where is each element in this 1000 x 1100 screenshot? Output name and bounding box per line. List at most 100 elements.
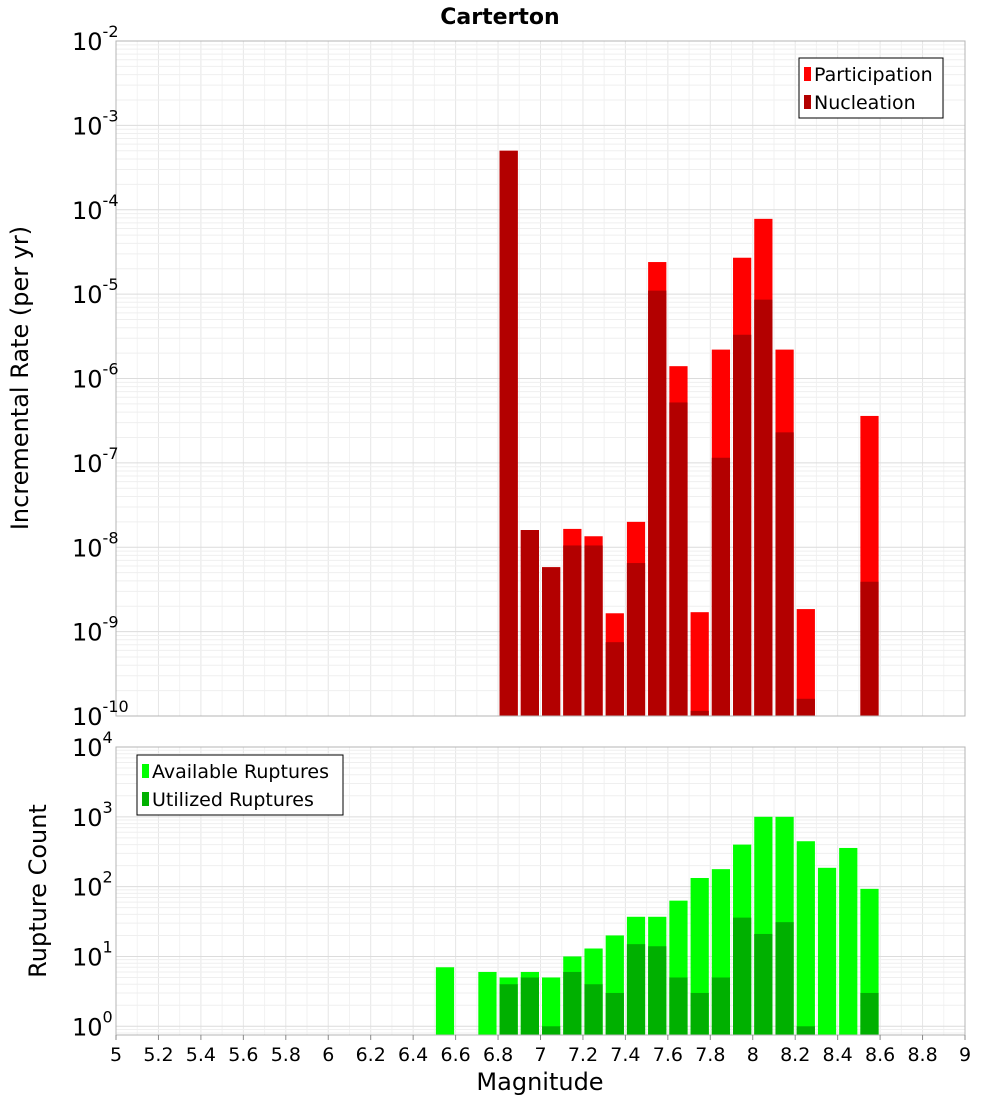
bar-nucleation bbox=[754, 299, 773, 716]
count-bars bbox=[435, 816, 879, 1035]
x-tick-label: 5.2 bbox=[143, 1044, 173, 1066]
bar-nucleation bbox=[605, 642, 624, 716]
legend-box bbox=[136, 754, 344, 816]
legend-label: Nucleation bbox=[814, 92, 916, 114]
chart-title: Carterton bbox=[440, 5, 559, 30]
y-tick-label: 10-5 bbox=[72, 275, 119, 309]
bar-utilized-ruptures bbox=[542, 1026, 561, 1035]
x-tick-label: 8.4 bbox=[823, 1044, 853, 1066]
y-tick-label: 10-3 bbox=[72, 106, 119, 140]
bar-utilized-ruptures bbox=[648, 946, 667, 1035]
x-tick-label: 5 bbox=[110, 1044, 122, 1066]
x-tick-label: 6.6 bbox=[440, 1044, 470, 1066]
x-tick-label: 7 bbox=[534, 1044, 546, 1066]
x-tick-label: 6.2 bbox=[356, 1044, 386, 1066]
rate-legend: Participation Nucleation bbox=[798, 57, 944, 119]
x-tick-label: 6.4 bbox=[398, 1044, 428, 1066]
bar-nucleation bbox=[860, 581, 879, 716]
bar-nucleation bbox=[669, 402, 688, 716]
x-tick-label: 8 bbox=[747, 1044, 759, 1066]
x-axis-label: Magnitude bbox=[476, 1068, 603, 1096]
count-legend: Available Ruptures Utilized Ruptures bbox=[136, 754, 344, 816]
y-tick-label: 10-10 bbox=[72, 697, 129, 731]
bar-participation bbox=[796, 609, 815, 716]
bar-nucleation bbox=[775, 432, 794, 716]
x-tick-label: 8.2 bbox=[780, 1044, 810, 1066]
x-tick-label: 6 bbox=[322, 1044, 334, 1066]
x-tick-label: 6.8 bbox=[483, 1044, 513, 1066]
bar-utilized-ruptures bbox=[754, 933, 773, 1035]
x-tick-label: 5.6 bbox=[228, 1044, 258, 1066]
y-tick-label: 101 bbox=[72, 937, 113, 971]
bar-nucleation bbox=[733, 334, 752, 716]
y-tick-label: 102 bbox=[72, 868, 113, 902]
y-tick-label: 10-8 bbox=[72, 528, 119, 562]
rate-panel: 10-2 10-3 10-4 10-5 10-6 10-7 10-8 10-9 10-10 In… bbox=[6, 22, 966, 731]
x-tick-label: 5.4 bbox=[186, 1044, 216, 1066]
x-tick-label: 9 bbox=[959, 1044, 971, 1066]
bar-utilized-ruptures bbox=[626, 944, 646, 1035]
bar-nucleation bbox=[542, 567, 561, 716]
y-tick-label: 104 bbox=[72, 728, 113, 762]
bar-nucleation bbox=[648, 290, 667, 716]
legend-swatch bbox=[804, 67, 811, 81]
y-tick-label: 10-9 bbox=[72, 613, 119, 647]
bar-utilized-ruptures bbox=[669, 977, 688, 1035]
bar-nucleation bbox=[563, 545, 582, 716]
bar-available-ruptures bbox=[839, 847, 858, 1035]
x-tick-label: 7.6 bbox=[653, 1044, 683, 1066]
bar-nucleation bbox=[690, 710, 709, 716]
y-tick-label: 10-7 bbox=[72, 444, 119, 478]
bar-utilized-ruptures bbox=[605, 992, 624, 1035]
bar-nucleation bbox=[796, 698, 815, 716]
x-ticks: 5 5.2 5.4 5.6 5.8 6 6.2 6.4 6.6 6.8 7 7.2 7.4 7.6 7.8 8… bbox=[110, 1035, 971, 1066]
count-grid bbox=[116, 747, 965, 1035]
legend-swatch bbox=[804, 95, 811, 109]
legend-label: Utilized Ruptures bbox=[152, 789, 314, 811]
bar-utilized-ruptures bbox=[520, 977, 539, 1035]
bar-nucleation bbox=[520, 530, 539, 716]
bar-utilized-ruptures bbox=[584, 984, 603, 1035]
bar-utilized-ruptures bbox=[563, 971, 582, 1035]
bar-available-ruptures bbox=[542, 977, 561, 1035]
x-tick-label: 7.4 bbox=[610, 1044, 640, 1066]
y-tick-label: 10-4 bbox=[72, 191, 119, 225]
bar-available-ruptures bbox=[435, 967, 455, 1035]
legend-label: Available Ruptures bbox=[152, 761, 329, 783]
x-tick-label: 7.2 bbox=[568, 1044, 598, 1066]
rate-y-ticks: 10-2 10-3 10-4 10-5 10-6 10-7 10-8 10-9 10-10 bbox=[72, 22, 129, 731]
bar-nucleation bbox=[499, 150, 518, 716]
bar-available-ruptures bbox=[796, 841, 815, 1035]
bar-utilized-ruptures bbox=[775, 922, 794, 1035]
bar-utilized-ruptures bbox=[733, 917, 752, 1035]
bar-utilized-ruptures bbox=[499, 984, 518, 1035]
bar-available-ruptures bbox=[478, 971, 497, 1035]
legend-label: Participation bbox=[814, 64, 933, 86]
x-tick-label: 5.8 bbox=[271, 1044, 301, 1066]
count-y-axis-label: Rupture Count bbox=[24, 804, 52, 978]
bar-utilized-ruptures bbox=[860, 992, 879, 1035]
count-y-ticks: 104 103 102 101 100 bbox=[72, 728, 113, 1041]
bar-nucleation bbox=[711, 457, 731, 716]
rate-bars bbox=[499, 150, 879, 716]
bar-utilized-ruptures bbox=[796, 1026, 815, 1035]
y-tick-label: 100 bbox=[72, 1007, 113, 1041]
bar-utilized-ruptures bbox=[690, 992, 709, 1035]
count-panel: 104 103 102 101 100 5 5.2 5.4 5.6 5.8 6 6.2 6.4 6.6 6… bbox=[24, 728, 971, 1096]
x-tick-label: 8.6 bbox=[865, 1044, 895, 1066]
x-tick-label: 7.8 bbox=[695, 1044, 725, 1066]
rate-grid bbox=[116, 41, 965, 716]
bar-participation bbox=[690, 612, 709, 716]
rate-plot-border bbox=[115, 40, 966, 717]
legend-swatch bbox=[142, 792, 149, 806]
x-tick-label: 8.8 bbox=[907, 1044, 937, 1066]
y-tick-label: 103 bbox=[72, 798, 113, 832]
y-tick-label: 10-2 bbox=[72, 22, 119, 56]
y-tick-label: 10-6 bbox=[72, 360, 119, 394]
legend-swatch bbox=[142, 764, 149, 778]
rate-y-axis-label: Incremental Rate (per yr) bbox=[6, 226, 34, 530]
bar-utilized-ruptures bbox=[711, 977, 731, 1035]
bar-available-ruptures bbox=[817, 867, 837, 1035]
legend-box bbox=[798, 57, 944, 119]
